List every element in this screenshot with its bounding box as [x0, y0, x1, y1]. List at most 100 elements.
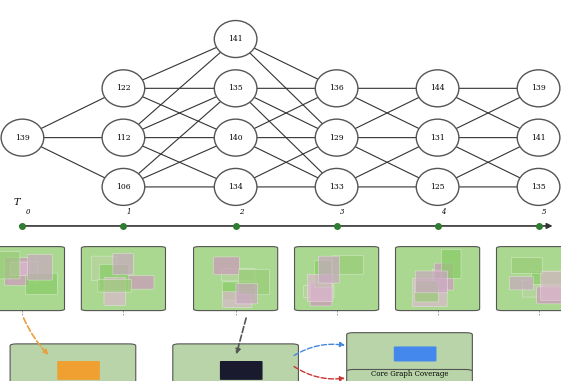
FancyBboxPatch shape [238, 269, 269, 295]
FancyBboxPatch shape [10, 344, 136, 381]
FancyBboxPatch shape [91, 256, 116, 281]
Text: 1: 1 [127, 208, 131, 216]
Text: 136: 136 [329, 84, 344, 92]
FancyBboxPatch shape [99, 264, 129, 290]
FancyBboxPatch shape [511, 258, 542, 274]
FancyBboxPatch shape [537, 287, 561, 304]
FancyBboxPatch shape [442, 250, 461, 279]
Text: 144: 144 [430, 84, 445, 92]
Text: 19-Aug: 19-Aug [424, 251, 452, 259]
FancyBboxPatch shape [223, 282, 255, 300]
FancyBboxPatch shape [128, 276, 154, 289]
FancyBboxPatch shape [295, 247, 379, 311]
FancyBboxPatch shape [5, 258, 29, 285]
FancyBboxPatch shape [97, 280, 132, 292]
Text: 0: 0 [26, 208, 30, 216]
Ellipse shape [214, 119, 257, 156]
Text: 12-Sep: 12-Sep [525, 251, 552, 259]
Ellipse shape [214, 70, 257, 107]
FancyBboxPatch shape [396, 247, 480, 311]
FancyBboxPatch shape [510, 277, 534, 290]
Ellipse shape [416, 70, 459, 107]
FancyBboxPatch shape [10, 261, 38, 283]
FancyBboxPatch shape [415, 271, 448, 293]
FancyBboxPatch shape [304, 285, 334, 298]
Text: 141: 141 [228, 35, 243, 43]
FancyBboxPatch shape [333, 255, 364, 274]
FancyBboxPatch shape [432, 269, 450, 288]
Text: T: T [530, 199, 536, 208]
Text: 140: 140 [228, 134, 243, 142]
Text: 3: 3 [340, 208, 344, 216]
Ellipse shape [416, 119, 459, 156]
Ellipse shape [102, 168, 145, 205]
FancyBboxPatch shape [496, 247, 561, 311]
Ellipse shape [102, 70, 145, 107]
FancyBboxPatch shape [522, 280, 542, 297]
Ellipse shape [315, 119, 358, 156]
Text: 24-Feb: 24-Feb [9, 251, 36, 259]
FancyBboxPatch shape [310, 282, 332, 306]
Text: T: T [328, 199, 334, 208]
FancyBboxPatch shape [541, 271, 561, 300]
FancyBboxPatch shape [194, 247, 278, 311]
Text: 4: 4 [441, 208, 445, 216]
Ellipse shape [315, 168, 358, 205]
FancyBboxPatch shape [347, 370, 472, 381]
Ellipse shape [214, 168, 257, 205]
FancyBboxPatch shape [314, 260, 332, 288]
FancyBboxPatch shape [0, 247, 65, 311]
Text: T: T [429, 199, 435, 208]
FancyBboxPatch shape [223, 292, 252, 307]
Text: T: T [227, 199, 233, 208]
Ellipse shape [517, 70, 560, 107]
Text: 10-Jul: 10-Jul [325, 251, 348, 259]
FancyBboxPatch shape [222, 269, 255, 281]
FancyBboxPatch shape [173, 344, 298, 381]
Text: 129: 129 [329, 134, 344, 142]
Text: 2: 2 [239, 208, 243, 216]
FancyBboxPatch shape [531, 271, 561, 284]
Text: 07-May: 07-May [221, 251, 250, 259]
Ellipse shape [102, 119, 145, 156]
FancyBboxPatch shape [415, 281, 438, 302]
FancyBboxPatch shape [57, 361, 100, 380]
FancyBboxPatch shape [27, 255, 52, 280]
Text: Core Graph Coverage: Core Graph Coverage [371, 370, 448, 378]
Ellipse shape [214, 21, 257, 58]
Text: 141: 141 [531, 134, 546, 142]
Text: 134: 134 [228, 183, 243, 191]
Text: 5: 5 [542, 208, 546, 216]
Text: 131: 131 [430, 134, 445, 142]
FancyBboxPatch shape [220, 361, 263, 380]
Text: T: T [114, 199, 121, 208]
Text: 112: 112 [116, 134, 131, 142]
FancyBboxPatch shape [412, 279, 447, 307]
FancyBboxPatch shape [213, 257, 240, 275]
Text: 135: 135 [531, 183, 546, 191]
Ellipse shape [517, 168, 560, 205]
Text: T: T [13, 199, 20, 208]
FancyBboxPatch shape [113, 253, 134, 275]
FancyBboxPatch shape [81, 247, 165, 311]
FancyBboxPatch shape [25, 273, 57, 295]
Ellipse shape [1, 119, 44, 156]
Text: 05-Apr: 05-Apr [110, 251, 137, 259]
Text: 139: 139 [15, 134, 30, 142]
Ellipse shape [517, 119, 560, 156]
FancyBboxPatch shape [318, 256, 339, 283]
Text: 133: 133 [329, 183, 344, 191]
Ellipse shape [315, 70, 358, 107]
FancyBboxPatch shape [394, 346, 436, 362]
FancyBboxPatch shape [104, 277, 126, 306]
Ellipse shape [416, 168, 459, 205]
Text: 106: 106 [116, 183, 131, 191]
FancyBboxPatch shape [0, 252, 20, 279]
Text: 135: 135 [228, 84, 243, 92]
Text: 125: 125 [430, 183, 445, 191]
Text: 139: 139 [531, 84, 546, 92]
FancyBboxPatch shape [307, 274, 333, 301]
FancyBboxPatch shape [347, 333, 472, 372]
Text: 122: 122 [116, 84, 131, 92]
FancyBboxPatch shape [434, 263, 454, 290]
